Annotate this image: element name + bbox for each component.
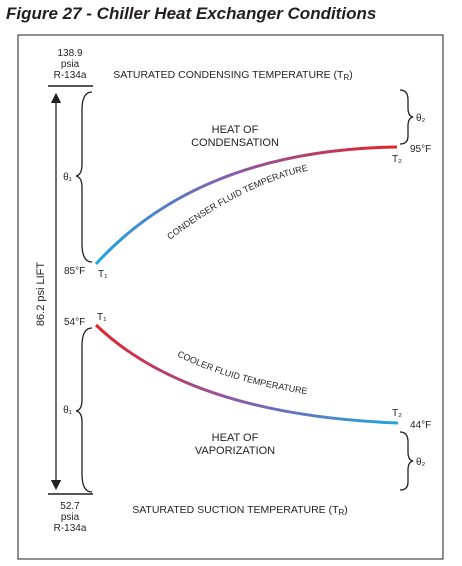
cooler-t1-marker: T₁ bbox=[97, 312, 107, 323]
figure-title: Figure 27 - Chiller Heat Exchanger Condi… bbox=[6, 4, 377, 23]
top-pressure-value: 138.9 bbox=[57, 48, 82, 59]
condenser-theta1-brace bbox=[75, 91, 93, 263]
cooler-t1-temp: 54°F bbox=[64, 317, 85, 328]
lift-label: 86.2 psi LIFT bbox=[35, 262, 47, 326]
cooler-theta1-label: θ₁ bbox=[63, 405, 73, 416]
condenser-theta2-label: θ₂ bbox=[416, 113, 426, 124]
heat-of-vaporization-line2: VAPORIZATION bbox=[195, 445, 275, 457]
condenser-t1-marker: T₁ bbox=[98, 269, 108, 280]
heat-of-vaporization-line1: HEAT OF bbox=[212, 432, 259, 444]
bottom-pressure-value: 52.7 bbox=[60, 501, 80, 512]
top-pressure-unit: psia bbox=[61, 59, 80, 70]
condenser-t2-marker: T₂ bbox=[392, 154, 402, 165]
figure-frame bbox=[17, 34, 444, 560]
cooler-fluid-curve bbox=[94, 323, 399, 425]
cooler-theta1-brace bbox=[75, 327, 93, 493]
condenser-fluid-curve bbox=[94, 145, 398, 266]
condenser-theta1-label: θ₁ bbox=[63, 172, 73, 183]
bottom-pressure-unit: psia bbox=[61, 512, 80, 523]
heat-of-condensation-line2: CONDENSATION bbox=[191, 137, 279, 149]
condenser-theta2-brace bbox=[399, 89, 414, 145]
bottom-pressure-refrigerant: R-134a bbox=[54, 523, 87, 534]
top-pressure-refrigerant: R-134a bbox=[54, 70, 87, 81]
cooler-fluid-label: COOLER FLUID TEMPERATURE bbox=[176, 349, 308, 396]
cooler-theta2-label: θ₂ bbox=[416, 457, 426, 468]
saturated-suction-label: SATURATED SUCTION TEMPERATURE (TR) bbox=[132, 504, 348, 517]
condenser-fluid-label: CONDENSER FLUID TEMPERATURE bbox=[165, 163, 309, 242]
cooler-t2-marker: T₂ bbox=[392, 408, 402, 419]
condenser-t1-temp: 85°F bbox=[64, 266, 85, 277]
heat-of-condensation-line1: HEAT OF bbox=[212, 124, 259, 136]
cooler-t2-temp: 44°F bbox=[410, 420, 431, 431]
saturated-condensing-label: SATURATED CONDENSING TEMPERATURE (TR) bbox=[113, 69, 353, 82]
condenser-t2-temp: 95°F bbox=[410, 144, 431, 155]
cooler-theta2-brace bbox=[399, 431, 414, 491]
